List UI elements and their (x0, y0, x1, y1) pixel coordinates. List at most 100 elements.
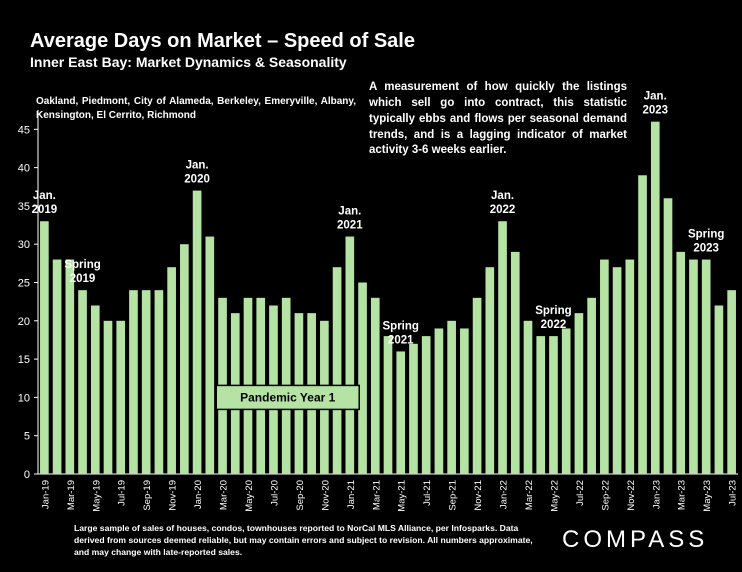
bar (396, 351, 406, 474)
bar (65, 259, 75, 474)
pandemic-year-label: Pandemic Year 1 (240, 390, 336, 404)
bar (523, 320, 533, 474)
bar (205, 236, 215, 474)
x-tick-label: Sep-20 (295, 480, 306, 511)
x-tick-label: Mar-20 (219, 480, 230, 510)
bar (472, 297, 482, 474)
x-tick-label: Mar-19 (66, 480, 77, 510)
x-tick-label: Mar-23 (677, 480, 688, 510)
bar-annotation: Spring 2022 (535, 305, 571, 331)
bar (561, 328, 571, 474)
bar (180, 244, 189, 474)
chart-subtitle: Inner East Bay: Market Dynamics & Season… (30, 54, 347, 70)
bar (192, 190, 202, 474)
bar-annotation: Spring 2021 (383, 320, 419, 346)
bar (650, 121, 660, 474)
x-tick-label: May-22 (549, 480, 560, 512)
bar (421, 336, 431, 474)
y-tick-label: 35 (18, 201, 30, 213)
bar-annotation: Jan. 2023 (642, 91, 668, 117)
bar-annotation: Jan. 2022 (490, 190, 516, 216)
bar (574, 313, 584, 474)
bar (689, 259, 698, 474)
bar (663, 198, 673, 475)
bar (587, 297, 596, 474)
bar (536, 336, 546, 474)
bar (141, 290, 151, 474)
bar (332, 267, 342, 474)
bar (358, 282, 367, 474)
bar (78, 290, 87, 474)
bar (167, 267, 176, 474)
pandemic-year-box (215, 384, 360, 411)
bar (549, 336, 558, 474)
x-tick-label: Nov-20 (320, 480, 331, 511)
bar (103, 320, 113, 474)
y-tick-label: 0 (24, 469, 30, 481)
bar (460, 328, 469, 474)
compass-logo: COMPASS (562, 526, 709, 553)
y-tick-label: 25 (18, 278, 30, 290)
bar (447, 320, 456, 474)
bar (625, 259, 635, 474)
y-tick-label: 20 (18, 316, 30, 328)
x-tick-label: Mar-21 (371, 480, 382, 510)
bar (154, 290, 164, 474)
x-tick-label: May-23 (702, 480, 713, 512)
bar (600, 259, 609, 474)
x-tick-label: Jan-19 (40, 480, 51, 509)
bar-annotation: Jan. 2021 (337, 206, 363, 232)
bar (409, 343, 418, 474)
chart-title: Average Days on Market – Speed of Sale (30, 30, 415, 52)
y-tick-label: 15 (18, 354, 30, 366)
bar (383, 336, 393, 474)
chart-description: A measurement of how quickly the listing… (369, 81, 627, 157)
x-tick-label: Jul-23 (728, 480, 739, 506)
bar (638, 175, 647, 474)
bar-annotation: Spring 2023 (688, 229, 724, 255)
x-tick-label: May-21 (397, 480, 408, 512)
bar (714, 305, 724, 474)
x-tick-label: Sep-22 (600, 480, 611, 511)
bar (345, 236, 355, 474)
bar (52, 259, 62, 474)
x-tick-label: Mar-22 (524, 480, 535, 510)
x-tick-label: Jan-20 (193, 480, 204, 509)
x-tick-label: Jan-21 (346, 480, 357, 509)
y-tick-label: 45 (18, 124, 30, 136)
x-tick-label: Nov-21 (473, 480, 484, 511)
x-tick-label: Nov-22 (626, 480, 637, 511)
y-tick-label: 5 (24, 431, 30, 443)
x-tick-label: May-20 (244, 480, 255, 512)
y-tick-label: 40 (18, 163, 30, 175)
region-list: Oakland, Piedmont, City of Alameda, Berk… (36, 96, 356, 121)
x-tick-label: Sep-19 (142, 480, 153, 511)
bar-annotation: Jan. 2020 (184, 160, 210, 186)
x-tick-label: Jul-21 (422, 480, 433, 506)
bar (612, 267, 622, 474)
bar-annotation: Spring 2019 (64, 259, 100, 285)
x-tick-label: Jul-22 (575, 480, 586, 506)
bar (701, 259, 711, 474)
x-tick-label: Jul-20 (269, 480, 280, 506)
bar-annotation: Jan. 2019 (32, 190, 58, 216)
bar (727, 290, 736, 474)
bar (485, 267, 495, 474)
x-tick-label: Sep-21 (448, 480, 459, 511)
y-tick-label: 30 (18, 239, 30, 251)
bar (116, 320, 126, 474)
x-tick-label: May-19 (91, 480, 102, 512)
bar (40, 221, 49, 474)
bar (370, 297, 380, 474)
bar (498, 221, 507, 474)
source-footnote: Large sample of sales of houses, condos,… (74, 523, 533, 558)
bar (434, 328, 444, 474)
y-tick-label: 10 (18, 392, 30, 404)
x-tick-label: Jul-19 (117, 480, 128, 506)
bar (676, 251, 686, 474)
bar (90, 305, 100, 474)
bar (510, 251, 520, 474)
x-tick-label: Jan-23 (651, 480, 662, 509)
